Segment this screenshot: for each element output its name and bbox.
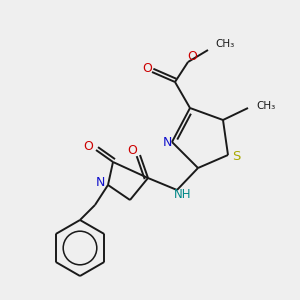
Text: O: O	[127, 143, 137, 157]
Text: O: O	[187, 50, 197, 64]
Text: S: S	[232, 151, 240, 164]
Text: O: O	[142, 61, 152, 74]
Text: O: O	[83, 140, 93, 154]
Text: N: N	[162, 136, 172, 149]
Text: CH₃: CH₃	[215, 39, 234, 49]
Text: CH₃: CH₃	[256, 101, 275, 111]
Text: NH: NH	[174, 188, 192, 200]
Text: N: N	[95, 176, 105, 190]
